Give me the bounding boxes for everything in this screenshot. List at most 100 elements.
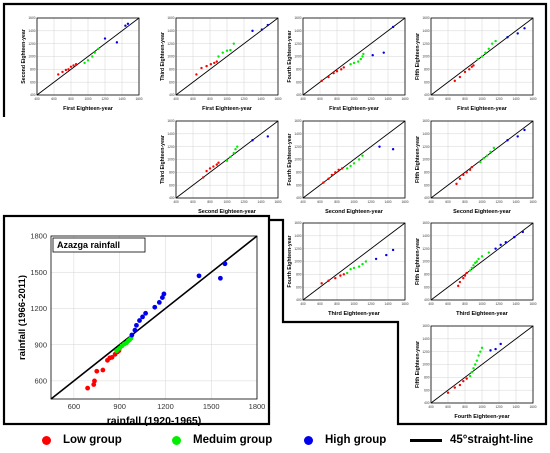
x-tick-label: 600	[445, 200, 451, 204]
y-tick-label: 600	[169, 80, 175, 84]
plot-frame	[430, 120, 534, 199]
data-point-medium	[477, 354, 480, 357]
y-axis-label: Second Eighteen-year	[21, 29, 27, 83]
data-point-low	[209, 62, 213, 66]
x-tick-label: 1400	[384, 200, 391, 204]
y-tick-label: 800	[169, 170, 175, 174]
x-axis-label: Second Eighteen-year	[198, 209, 257, 215]
data-point-high	[378, 145, 381, 148]
data-point-high	[152, 304, 158, 310]
data-point-low	[213, 61, 216, 65]
panel-p24: 400 600 800 1000 1200 1400 1600 400 600 800 1000 12…	[287, 119, 409, 215]
data-point-high	[374, 257, 378, 261]
data-point-low	[340, 68, 343, 71]
data-point-high	[523, 128, 526, 132]
y-tick-label: 1200	[167, 145, 174, 149]
panel-p14: 400 600 800 1000 1200 1400 1600 400 600 800 1000 12…	[287, 16, 409, 112]
panel-p45: 400 600 800 1000 1200 1400 1600 400 600 800 1000 12…	[415, 324, 537, 420]
y-tick-label: 1200	[294, 145, 301, 149]
y-tick-label: 1200	[294, 42, 301, 46]
data-point-medium	[346, 167, 349, 170]
y-tick-label: 1000	[422, 260, 429, 264]
y-tick-label: 1000	[294, 158, 301, 162]
x-tick-label: 1200	[495, 97, 502, 101]
x-tick-label: 400	[173, 97, 179, 101]
data-point-medium	[484, 51, 487, 54]
y-tick-label: 400	[169, 93, 175, 97]
data-point-low	[458, 177, 462, 180]
y-tick-label: 1600	[28, 16, 35, 20]
plot-frame	[302, 17, 406, 96]
data-point-low	[453, 386, 456, 389]
y-axis-label: Third Eighteen-year	[160, 135, 166, 184]
x-axis-label: Third Eighteen-year	[456, 311, 509, 317]
x-tick-label: 1000	[350, 200, 357, 204]
data-point-high	[513, 235, 516, 239]
x-tick-label: 1200	[101, 97, 108, 101]
data-point-low	[200, 66, 203, 70]
data-point-medium	[91, 55, 94, 58]
figure-canvas: 600 900 1200 1500 1800 600 900 1200 1500 1800 rain…	[2, 2, 548, 427]
data-point-medium	[352, 61, 356, 65]
x-tick-label: 800	[462, 405, 468, 409]
legend-label-high: High group	[325, 434, 387, 446]
y-tick-label: 600	[424, 183, 430, 187]
data-point-low	[340, 167, 344, 170]
data-point-medium	[86, 59, 90, 62]
data-point-medium	[479, 350, 482, 353]
data-point-low	[337, 168, 340, 171]
panel-p34: 400 600 800 1000 1200 1400 1600 400 600 800 1000 12…	[287, 221, 409, 317]
data-point-low	[92, 378, 97, 384]
panel-p23: 400 600 800 1000 1200 1400 1600 400 600 800 1000 12…	[160, 119, 282, 215]
diagonal-45-line	[175, 120, 279, 199]
plot-frame	[50, 235, 258, 400]
plot-frame	[302, 222, 406, 301]
x-axis-label: Second Eighteen-year	[453, 209, 512, 215]
y-tick-label: 600	[30, 80, 36, 84]
y-tick-label: 1000	[167, 158, 174, 162]
diagonal-45-line	[430, 222, 534, 301]
x-tick-label: 1000	[223, 97, 230, 101]
data-point-high	[159, 295, 165, 300]
x-tick-label: 1200	[495, 200, 502, 204]
y-tick-label: 1200	[294, 247, 301, 251]
panel-p13: 400 600 800 1000 1200 1400 1600 400 600 800 1000 12…	[160, 16, 282, 112]
y-axis-label: Fifth Eighteen-year	[415, 341, 421, 388]
x-tick-label: 1000	[350, 97, 357, 101]
y-tick-label: 1000	[422, 158, 429, 162]
x-tick-label: 1000	[223, 200, 230, 204]
panel-borders	[2, 2, 548, 426]
data-point-low	[212, 165, 215, 168]
data-point-low	[470, 166, 473, 169]
data-point-high	[103, 37, 107, 40]
y-axis-label: Fifth Eighteen-year	[415, 33, 421, 80]
line-swatch-icon	[410, 438, 442, 442]
x-axis-label: rainfall (1920-1965)	[107, 415, 202, 427]
x-tick-label: 800	[334, 302, 340, 306]
data-point-high	[499, 342, 502, 346]
y-tick-label: 1000	[422, 55, 429, 59]
data-point-low	[85, 385, 91, 391]
x-tick-label: 1600	[401, 200, 408, 204]
x-tick-label: 1000	[478, 405, 485, 409]
data-point-medium	[361, 154, 364, 157]
y-tick-label: 400	[424, 196, 430, 200]
data-point-low	[342, 273, 345, 276]
x-tick-label: 1400	[512, 302, 519, 306]
y-tick-label: 1400	[28, 29, 35, 33]
data-point-medium	[225, 49, 229, 52]
data-point-high	[251, 139, 254, 142]
data-point-medium	[352, 266, 356, 270]
x-tick-label: 1000	[478, 200, 485, 204]
data-point-low	[215, 163, 218, 166]
blue-dot-icon	[304, 435, 313, 445]
data-point-medium	[229, 155, 232, 159]
data-point-high	[504, 241, 507, 244]
data-point-low	[462, 276, 465, 280]
data-point-low	[202, 176, 205, 179]
y-axis-label: Fifth Eighteen-year	[415, 238, 421, 285]
data-point-high	[494, 247, 497, 250]
y-tick-label: 800	[424, 272, 430, 276]
data-point-high	[382, 51, 385, 54]
x-tick-label: 1400	[512, 200, 519, 204]
